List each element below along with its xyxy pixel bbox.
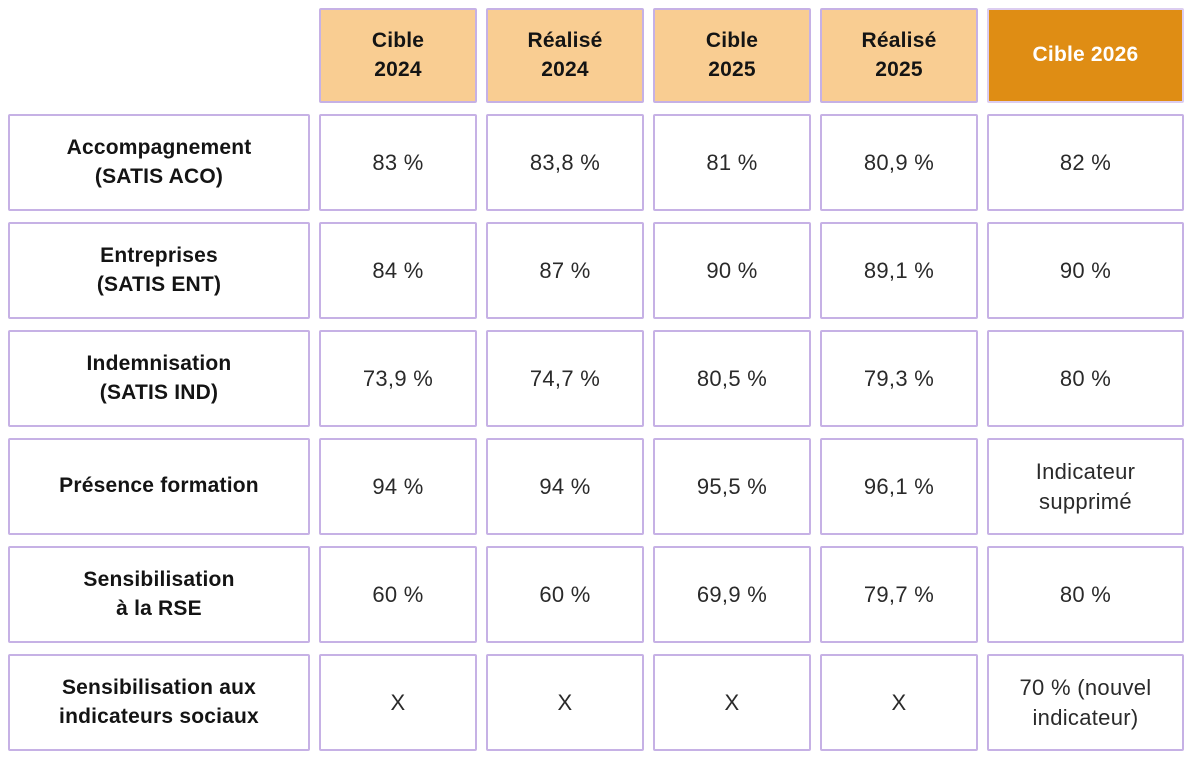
row-label-entreprises: Entreprises (SATIS ENT) — [8, 222, 310, 319]
data-cell: X — [319, 654, 477, 751]
data-cell: 60 % — [319, 546, 477, 643]
data-cell: 79,7 % — [820, 546, 978, 643]
column-header-realise-2024: Réalisé 2024 — [486, 8, 644, 103]
data-cell: Indicateur supprimé — [987, 438, 1184, 535]
data-cell: 89,1 % — [820, 222, 978, 319]
data-cell: X — [486, 654, 644, 751]
header-corner-spacer — [8, 8, 310, 103]
row-label-presence-formation: Présence formation — [8, 438, 310, 535]
data-cell: 94 % — [319, 438, 477, 535]
column-header-cible-2024: Cible 2024 — [319, 8, 477, 103]
data-cell: 83,8 % — [486, 114, 644, 211]
data-cell: X — [653, 654, 811, 751]
data-cell: 69,9 % — [653, 546, 811, 643]
data-cell: 80 % — [987, 546, 1184, 643]
data-cell: 95,5 % — [653, 438, 811, 535]
column-header-cible-2026: Cible 2026 — [987, 8, 1184, 103]
data-cell: 80 % — [987, 330, 1184, 427]
row-label-accompagnement: Accompagnement (SATIS ACO) — [8, 114, 310, 211]
data-cell: X — [820, 654, 978, 751]
row-label-sensibilisation-indicateurs-sociaux: Sensibilisation aux indicateurs sociaux — [8, 654, 310, 751]
data-cell: 90 % — [653, 222, 811, 319]
row-label-sensibilisation-rse: Sensibilisation à la RSE — [8, 546, 310, 643]
data-cell: 80,5 % — [653, 330, 811, 427]
data-cell: 81 % — [653, 114, 811, 211]
data-cell: 84 % — [319, 222, 477, 319]
data-cell: 73,9 % — [319, 330, 477, 427]
data-cell: 87 % — [486, 222, 644, 319]
data-cell: 74,7 % — [486, 330, 644, 427]
data-cell: 83 % — [319, 114, 477, 211]
data-cell: 96,1 % — [820, 438, 978, 535]
data-cell: 70 % (nouvel indicateur) — [987, 654, 1184, 751]
data-cell: 79,3 % — [820, 330, 978, 427]
data-cell: 90 % — [987, 222, 1184, 319]
column-header-cible-2025: Cible 2025 — [653, 8, 811, 103]
data-cell: 94 % — [486, 438, 644, 535]
data-cell: 82 % — [987, 114, 1184, 211]
column-header-realise-2025: Réalisé 2025 — [820, 8, 978, 103]
data-cell: 80,9 % — [820, 114, 978, 211]
row-label-indemnisation: Indemnisation (SATIS IND) — [8, 330, 310, 427]
data-cell: 60 % — [486, 546, 644, 643]
